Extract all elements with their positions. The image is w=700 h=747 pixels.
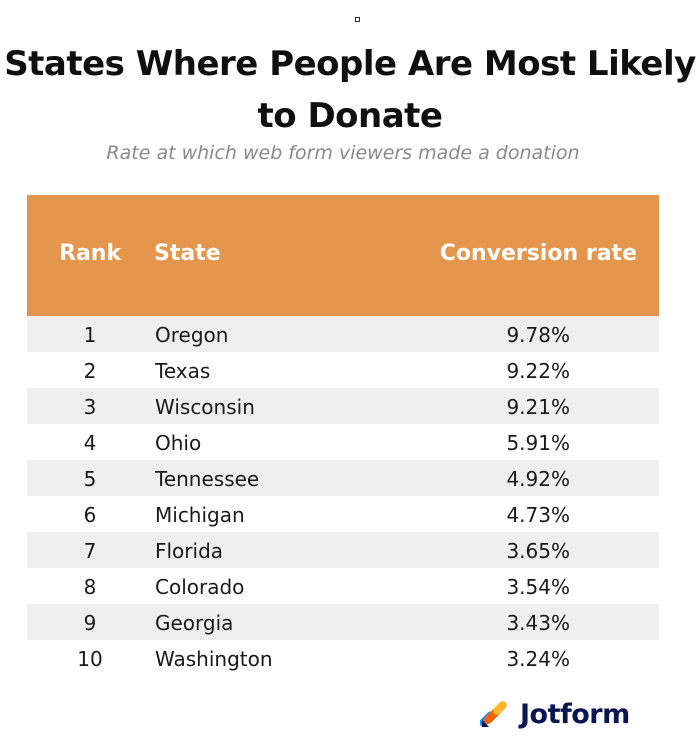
- page-title: States Where People Are Most Likely to D…: [4, 44, 696, 136]
- jotform-logo-icon: [479, 699, 510, 729]
- state-cell: Florida: [155, 539, 224, 563]
- rank-cell: 3: [83, 395, 97, 419]
- conversion-rate-cell: 3.24%: [506, 647, 570, 671]
- conversion-rate-cell: 4.73%: [506, 503, 570, 527]
- table-row: 2 Texas 9.22%: [27, 352, 659, 388]
- state-cell: Georgia: [155, 611, 234, 635]
- conversion-rate-cell: 4.92%: [506, 467, 570, 491]
- rank-cell: 5: [83, 467, 97, 491]
- state-cell: Colorado: [155, 575, 245, 599]
- conversion-rate-cell: 3.43%: [506, 611, 570, 635]
- state-cell: Ohio: [155, 431, 202, 455]
- table-header: Rank State Conversion rate: [27, 195, 659, 316]
- rank-cell: 9: [83, 611, 97, 635]
- jotform-logo: Jotform: [479, 696, 630, 732]
- conversion-rate-cell: 3.54%: [506, 575, 570, 599]
- table-row: 8 Colorado 3.54%: [27, 568, 659, 604]
- state-cell: Tennessee: [155, 467, 260, 491]
- rank-cell: 4: [83, 431, 97, 455]
- donation-table: Rank State Conversion rate 1 Oregon 9.78% 2…: [27, 195, 659, 676]
- table-row: 1 Oregon 9.78%: [27, 316, 659, 352]
- rank-cell: 7: [83, 539, 97, 563]
- conversion-rate-cell: 3.65%: [506, 539, 570, 563]
- table-row: 4 Ohio 5.91%: [27, 424, 659, 460]
- table-body: 1 Oregon 9.78% 2 Texas 9.22% 3 Wisconsin 9.21% 4 O…: [27, 316, 659, 676]
- conversion-rate-cell: 5.91%: [506, 431, 570, 455]
- header-rank: Rank: [59, 241, 122, 266]
- table-row: 6 Michigan 4.73%: [27, 496, 659, 532]
- page-subtitle: Rate at which web form viewers made a do…: [106, 142, 580, 164]
- rank-cell: 8: [83, 575, 97, 599]
- state-cell: Texas: [155, 359, 211, 383]
- table-row: 7 Florida 3.65%: [27, 532, 659, 568]
- state-cell: Washington: [155, 647, 273, 671]
- small-square-marker: [355, 17, 360, 22]
- header-conversion-rate: Conversion rate: [439, 241, 637, 266]
- conversion-rate-cell: 9.21%: [506, 395, 570, 419]
- conversion-rate-cell: 9.78%: [506, 323, 570, 347]
- conversion-rate-cell: 9.22%: [506, 359, 570, 383]
- table-row: 5 Tennessee 4.92%: [27, 460, 659, 496]
- rank-cell: 2: [83, 359, 97, 383]
- rank-cell: 10: [77, 647, 103, 671]
- table-row: 3 Wisconsin 9.21%: [27, 388, 659, 424]
- state-cell: Oregon: [155, 323, 229, 347]
- table-row: 9 Georgia 3.43%: [27, 604, 659, 640]
- table-row: 10 Washington 3.24%: [27, 640, 659, 676]
- header-state: State: [154, 241, 221, 266]
- rank-cell: 6: [83, 503, 97, 527]
- jotform-wordmark: Jotform: [520, 698, 630, 730]
- rank-cell: 1: [83, 323, 97, 347]
- state-cell: Michigan: [155, 503, 245, 527]
- state-cell: Wisconsin: [155, 395, 255, 419]
